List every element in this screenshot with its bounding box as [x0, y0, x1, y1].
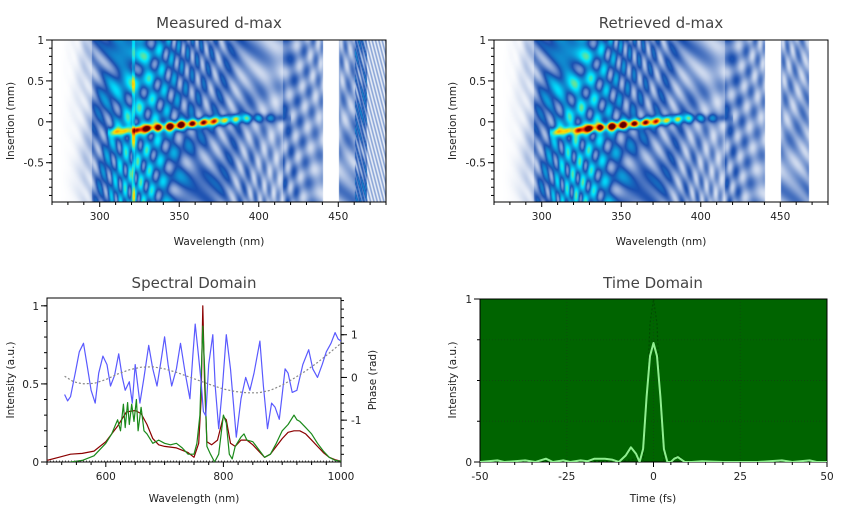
y2-tick-label: 0	[351, 372, 358, 384]
y-tick-label: 1	[479, 35, 486, 47]
y-tick-label: 1	[465, 294, 472, 306]
title-spectral: Spectral Domain	[132, 274, 257, 292]
x-tick-label: 25	[734, 471, 747, 483]
ylabel-retrieved: Insertion (mm)	[447, 82, 459, 160]
x-tick-label: 350	[169, 211, 189, 223]
ylabel-time: Intensity (a.u.)	[447, 342, 459, 419]
series-phase-fit	[64, 342, 341, 394]
xlabel-retrieved: Wavelength (nm)	[616, 236, 707, 248]
series-phase	[64, 323, 341, 438]
y-tick-label: 0	[479, 117, 486, 129]
measured-heatmap	[52, 40, 386, 202]
plot-frame	[493, 39, 829, 203]
xlabel-measured: Wavelength (nm)	[174, 236, 265, 248]
y-tick-label: 1	[37, 35, 44, 47]
x-tick-label: 300	[90, 211, 110, 223]
x-tick-label: -25	[558, 471, 575, 483]
x-tick-label: 1000	[328, 471, 355, 483]
y2-tick-label: 1	[351, 330, 358, 342]
plot-frame	[46, 297, 342, 463]
x-tick-label: 50	[820, 471, 833, 483]
y-tick-label: 0	[32, 457, 39, 469]
x-tick-label: 450	[328, 211, 348, 223]
title-retrieved: Retrieved d-max	[599, 14, 724, 32]
ylabel-measured: Insertion (mm)	[5, 82, 17, 160]
y-tick-label: -0.5	[466, 158, 487, 170]
y2label-spectral: Phase (rad)	[367, 350, 379, 410]
y-tick-label: 0.5	[469, 76, 486, 88]
y-tick-label: 1	[32, 301, 39, 313]
title-measured: Measured d-max	[156, 14, 282, 32]
x-tick-label: 0	[650, 471, 657, 483]
series-retrieved-pulse	[480, 342, 827, 462]
x-tick-label: 300	[532, 211, 552, 223]
plot-frame	[51, 39, 387, 203]
title-time: Time Domain	[602, 274, 703, 292]
y-tick-label: 0	[37, 117, 44, 129]
x-tick-label: -50	[471, 471, 488, 483]
x-tick-label: 400	[249, 211, 269, 223]
x-tick-label: 350	[611, 211, 631, 223]
retrieved-heatmap	[494, 40, 828, 202]
x-tick-label: 600	[96, 471, 116, 483]
y-tick-label: 0	[465, 457, 472, 469]
y-tick-label: 0.5	[22, 379, 39, 391]
ylabel-spectral: Intensity (a.u.)	[5, 342, 17, 419]
y-tick-label: 0.5	[27, 76, 44, 88]
y2-tick-label: -1	[351, 415, 361, 427]
x-tick-label: 400	[691, 211, 711, 223]
x-tick-label: 450	[770, 211, 790, 223]
series-retrieved-spectrum	[70, 325, 341, 462]
y-tick-label: -0.5	[24, 158, 45, 170]
x-tick-label: 800	[213, 471, 233, 483]
xlabel-time: Time (fs)	[629, 493, 676, 505]
xlabel-spectral: Wavelength (nm)	[149, 493, 240, 505]
series-reference-pulse	[480, 299, 827, 462]
